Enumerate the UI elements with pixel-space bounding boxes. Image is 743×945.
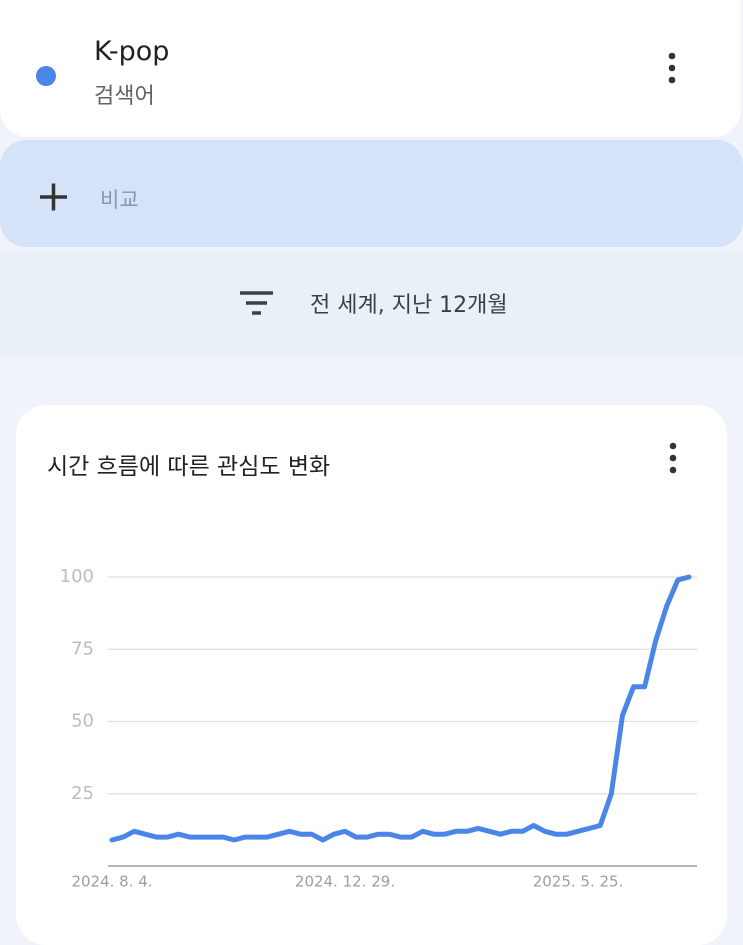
y-tick-label: 25	[71, 783, 94, 804]
x-tick-label: 2025. 5. 25.	[533, 873, 624, 891]
compare-button[interactable]: 비교	[0, 140, 743, 247]
more-menu[interactable]	[669, 442, 677, 474]
term-name: K-pop	[94, 36, 170, 67]
filter-icon	[240, 291, 273, 315]
y-tick-label: 75	[71, 638, 94, 659]
card-menu	[669, 442, 677, 474]
compare-label: 비교	[100, 188, 139, 212]
plus-icon	[40, 183, 67, 211]
x-tick-label: 2024. 8. 4.	[71, 873, 152, 891]
term-type: 검색어	[94, 84, 155, 109]
term-icons	[36, 52, 676, 86]
filter-label: 전 세계, 지난 12개월	[310, 293, 508, 318]
series-dot	[36, 66, 56, 86]
filter-bar[interactable]: 전 세계, 지난 12개월	[0, 250, 743, 355]
y-tick-label: 100	[60, 566, 94, 587]
more-menu[interactable]	[668, 52, 676, 84]
chart-title: 시간 흐름에 따른 관심도 변화	[47, 454, 331, 480]
x-tick-label: 2024. 12. 29.	[295, 873, 395, 891]
chart-card: 시간 흐름에 따른 관심도 변화	[16, 405, 727, 945]
trend-line	[109, 574, 692, 843]
search-term-card[interactable]: K-pop 검색어	[0, 0, 741, 137]
y-tick-label: 50	[71, 711, 94, 732]
